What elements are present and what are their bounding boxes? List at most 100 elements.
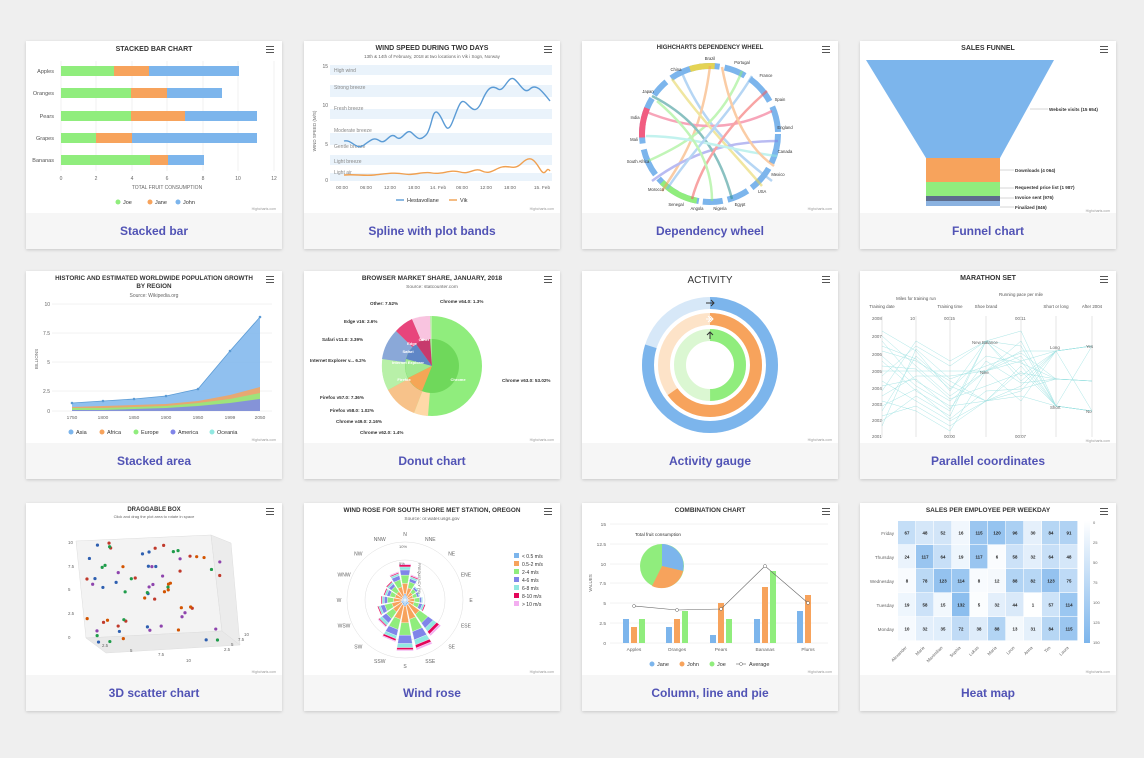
menu-icon[interactable]: [266, 508, 274, 516]
card-stacked-bar[interactable]: STACKED BAR CHART Apples Oranges Pears G…: [26, 41, 282, 249]
heatmap-cell: [1024, 545, 1042, 569]
card-caption[interactable]: Spline with plot bands: [304, 213, 560, 249]
svg-text:Mexico: Mexico: [771, 172, 785, 177]
card-dependency-wheel[interactable]: HIGHCHARTS DEPENDENCY WHEEL: [582, 41, 838, 249]
svg-text:10: 10: [601, 562, 607, 568]
direction-label: NE: [448, 551, 456, 557]
heatmap-cell: [898, 617, 916, 641]
svg-text:Downloads (4 064): Downloads (4 064): [1015, 168, 1056, 173]
card-stacked-area[interactable]: HISTORIC AND ESTIMATED WORLDWIDE POPULAT…: [26, 271, 282, 479]
scatter-point: [101, 585, 105, 590]
card-wind-rose[interactable]: WIND ROSE FOR SOUTH SHORE MET STATION, O…: [304, 503, 560, 711]
wind-rose-segment: [384, 596, 388, 604]
svg-text:Short: Short: [1050, 405, 1061, 410]
svg-text:12:00: 12:00: [384, 185, 396, 191]
card-caption[interactable]: Stacked area: [26, 443, 282, 479]
svg-text:Chrome v62.0: 1.4%: Chrome v62.0: 1.4%: [360, 430, 403, 435]
chart-thumbnail: SALES FUNNEL Website visits (15 654) Dow…: [860, 41, 1116, 213]
card-caption[interactable]: Stacked bar: [26, 213, 282, 249]
heatmap-value: 48: [923, 531, 928, 536]
svg-text:5%: 5%: [399, 561, 405, 566]
chart-title: SALES FUNNEL: [961, 45, 1015, 52]
menu-icon[interactable]: [544, 508, 552, 516]
svg-text:England: England: [777, 125, 793, 130]
heatmap-value: 31: [1031, 627, 1036, 632]
svg-text:Hestavollane: Hestavollane: [407, 198, 439, 204]
chart-thumbnail: SALES PER EMPLOYEE PER WEEKDAY 67 48 52 16 1…: [860, 503, 1116, 675]
svg-text:7.5: 7.5: [158, 652, 165, 657]
scatter-point: [133, 576, 137, 580]
menu-icon[interactable]: [266, 46, 274, 54]
menu-icon[interactable]: [822, 276, 830, 284]
card-caption[interactable]: Wind rose: [304, 675, 560, 711]
menu-icon[interactable]: [544, 276, 552, 284]
card-caption[interactable]: Donut chart: [304, 443, 560, 479]
heatmap-value: 114: [957, 579, 965, 584]
heatmap-value: 58: [1013, 555, 1018, 560]
svg-text:High wind: High wind: [334, 68, 356, 74]
card-caption[interactable]: Dependency wheel: [582, 213, 838, 249]
heatmap-value: 115: [975, 531, 983, 536]
card-caption[interactable]: Parallel coordinates: [860, 443, 1116, 479]
wind-rose-segment: [398, 563, 412, 565]
svg-text:New Balance: New Balance: [972, 340, 998, 345]
svg-text:Other: 7.52%: Other: 7.52%: [370, 301, 398, 306]
scatter-point: [162, 543, 166, 548]
card-heat-map[interactable]: SALES PER EMPLOYEE PER WEEKDAY 67 48 52 16 1…: [860, 503, 1116, 711]
scatter-point: [93, 576, 97, 581]
scatter-point: [145, 590, 149, 595]
svg-text:10%: 10%: [399, 544, 407, 549]
scatter-point: [154, 564, 158, 569]
scatter-point: [107, 541, 111, 545]
scatter-point: [179, 606, 183, 610]
svg-text:Mali: Mali: [630, 137, 638, 142]
heatmap-cell: [898, 569, 916, 593]
menu-icon[interactable]: [544, 46, 552, 54]
svg-text:Internet Explorer v... 6.2%: Internet Explorer v... 6.2%: [310, 358, 366, 363]
card-caption[interactable]: Activity gauge: [582, 443, 838, 479]
svg-text:Joe: Joe: [123, 200, 132, 206]
svg-text:0: 0: [68, 635, 71, 640]
menu-icon[interactable]: [822, 46, 830, 54]
card-caption[interactable]: Column, line and pie: [582, 675, 838, 711]
card-3d-scatter-chart[interactable]: DRAGGABLE BOX Click and drag the plot ar…: [26, 503, 282, 711]
menu-icon[interactable]: [1100, 508, 1108, 516]
svg-text:Safari: Safari: [402, 349, 413, 354]
menu-icon[interactable]: [1100, 276, 1108, 284]
card-combination-chart[interactable]: COMBINATION CHART VALUES 15 12.5 10 7.5 5 2.5…: [582, 503, 838, 711]
chart-title: WIND SPEED DURING TWO DAYS: [376, 45, 489, 52]
menu-icon[interactable]: [822, 508, 830, 516]
card-donut-chart[interactable]: BROWSER MARKET SHARE, JANUARY, 2018 Sour…: [304, 271, 560, 479]
chart-title: STACKED BAR CHART: [116, 46, 194, 53]
scatter-point: [162, 590, 167, 594]
direction-label: ENE: [461, 573, 472, 579]
card-spline-plot-bands[interactable]: WIND SPEED DURING TWO DAYS 13th & 14th o…: [304, 41, 560, 249]
card-caption[interactable]: Heat map: [860, 675, 1116, 711]
direction-label: SSE: [425, 659, 436, 665]
menu-icon[interactable]: [1100, 46, 1108, 54]
scatter-point: [122, 618, 126, 622]
svg-text:0.5-2 m/s: 0.5-2 m/s: [522, 562, 543, 568]
card-caption[interactable]: Funnel chart: [860, 213, 1116, 249]
scatter-point: [117, 629, 122, 634]
wind-rose-segment: [389, 571, 399, 577]
card-caption[interactable]: 3D scatter chart: [26, 675, 282, 711]
svg-text:Monday: Monday: [878, 627, 895, 632]
scatter-point: [100, 565, 104, 569]
svg-text:7.5: 7.5: [43, 331, 50, 337]
scatter-point: [178, 569, 182, 573]
scatter-point: [95, 634, 99, 638]
card-funnel-chart[interactable]: SALES FUNNEL Website visits (15 654) Dow…: [860, 41, 1116, 249]
svg-text:10: 10: [235, 176, 241, 182]
card-parallel-coordinates[interactable]: MARATHON SET Training date Miles for tra…: [860, 271, 1116, 479]
chart-subtitle: 13th & 14th of February, 2018 at two loc…: [364, 54, 500, 59]
svg-text:Jane: Jane: [155, 200, 167, 206]
scatter-point: [108, 545, 112, 549]
card-activity-gauge[interactable]: ACTIVITY Highcharts.com Activity gauge: [582, 271, 838, 479]
heatmap-value: 82: [1031, 579, 1036, 584]
heatmap-cell: [952, 545, 970, 569]
wind-rose-segment: [381, 595, 383, 605]
menu-icon[interactable]: [266, 276, 274, 284]
svg-text:15: 15: [601, 522, 607, 528]
column-bar: [666, 627, 672, 643]
